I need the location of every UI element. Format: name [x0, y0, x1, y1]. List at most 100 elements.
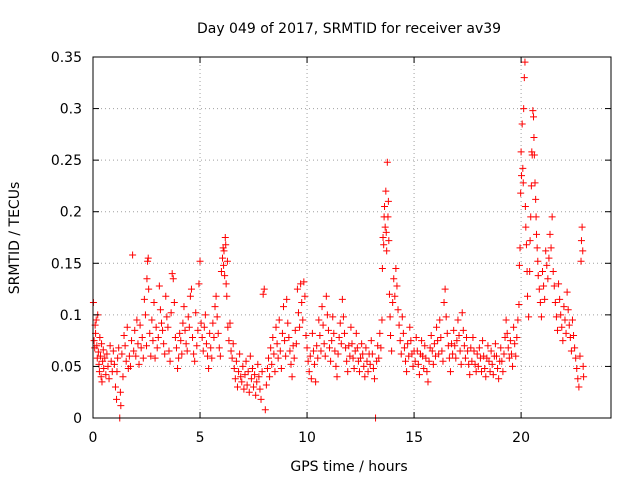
- data-point: [321, 352, 329, 360]
- data-point: [386, 313, 394, 321]
- data-point: [134, 340, 142, 348]
- data-point: [412, 334, 420, 342]
- data-point: [368, 350, 376, 358]
- y-tick-label: 0.15: [51, 256, 82, 272]
- data-point: [98, 340, 106, 348]
- data-point: [207, 344, 215, 352]
- data-point: [385, 290, 393, 298]
- data-point: [110, 360, 118, 368]
- data-point: [366, 360, 374, 368]
- data-point: [322, 292, 330, 300]
- data-point: [544, 275, 552, 283]
- data-point: [500, 350, 508, 358]
- data-point: [284, 319, 292, 327]
- data-point: [197, 319, 205, 327]
- data-point: [181, 326, 189, 334]
- data-point: [174, 364, 182, 372]
- data-point: [532, 195, 540, 203]
- data-point: [151, 354, 159, 362]
- data-point: [396, 337, 404, 345]
- data-point: [304, 357, 312, 365]
- data-point: [223, 292, 231, 300]
- data-point: [96, 352, 104, 360]
- data-point: [312, 378, 320, 386]
- data-point: [319, 321, 327, 329]
- data-point: [162, 292, 170, 300]
- data-point: [102, 371, 110, 379]
- data-point: [555, 280, 563, 288]
- data-point: [133, 316, 141, 324]
- data-point: [578, 223, 586, 231]
- data-point: [121, 342, 129, 350]
- data-point: [460, 342, 468, 350]
- data-point: [400, 344, 408, 352]
- data-point: [242, 357, 250, 365]
- data-point: [215, 344, 223, 352]
- data-point: [435, 350, 443, 358]
- data-point: [253, 378, 261, 386]
- data-point: [436, 316, 444, 324]
- data-point: [542, 247, 550, 255]
- data-point: [301, 292, 309, 300]
- data-point: [220, 247, 228, 255]
- data-point: [385, 237, 393, 245]
- data-point: [454, 316, 462, 324]
- data-point: [425, 357, 433, 365]
- data-point: [308, 329, 316, 337]
- data-point: [143, 275, 151, 283]
- data-point: [357, 354, 365, 362]
- data-point: [129, 251, 137, 259]
- data-point: [443, 329, 451, 337]
- data-point: [222, 241, 230, 249]
- data-point: [534, 272, 542, 280]
- data-point: [180, 303, 188, 311]
- data-point: [511, 340, 519, 348]
- data-point: [509, 362, 517, 370]
- data-point: [177, 337, 185, 345]
- y-tick-label: 0.35: [51, 50, 82, 66]
- data-point: [195, 280, 203, 288]
- data-point: [225, 337, 233, 345]
- data-point: [474, 362, 482, 370]
- data-point: [546, 230, 554, 238]
- data-point: [452, 354, 460, 362]
- data-point: [521, 58, 529, 66]
- data-point: [473, 350, 481, 358]
- data-point: [551, 298, 559, 306]
- data-point: [200, 323, 208, 331]
- data-point: [147, 352, 155, 360]
- data-point: [286, 347, 294, 355]
- data-point: [282, 352, 290, 360]
- data-point: [397, 350, 405, 358]
- plot-frame: [92, 56, 612, 419]
- data-point: [135, 360, 143, 368]
- data-point: [429, 360, 437, 368]
- data-point: [164, 323, 172, 331]
- data-point: [530, 113, 538, 121]
- data-point: [502, 316, 510, 324]
- data-point: [488, 360, 496, 368]
- data-point: [216, 352, 224, 360]
- data-point: [353, 344, 361, 352]
- data-point: [558, 323, 566, 331]
- data-point: [262, 381, 270, 389]
- data-point: [115, 344, 123, 352]
- data-point: [424, 378, 432, 386]
- data-point: [290, 354, 298, 362]
- data-point: [194, 326, 202, 334]
- data-point: [411, 357, 419, 365]
- x-tick-label: 10: [298, 430, 316, 446]
- data-point: [506, 337, 514, 345]
- data-point: [533, 244, 541, 252]
- data-point: [445, 354, 453, 362]
- data-point: [579, 247, 587, 255]
- data-point: [237, 373, 245, 381]
- data-point: [466, 371, 474, 379]
- data-point: [382, 228, 390, 236]
- data-point: [520, 74, 528, 82]
- data-point: [245, 388, 253, 396]
- data-point: [101, 354, 109, 362]
- data-point: [223, 257, 231, 265]
